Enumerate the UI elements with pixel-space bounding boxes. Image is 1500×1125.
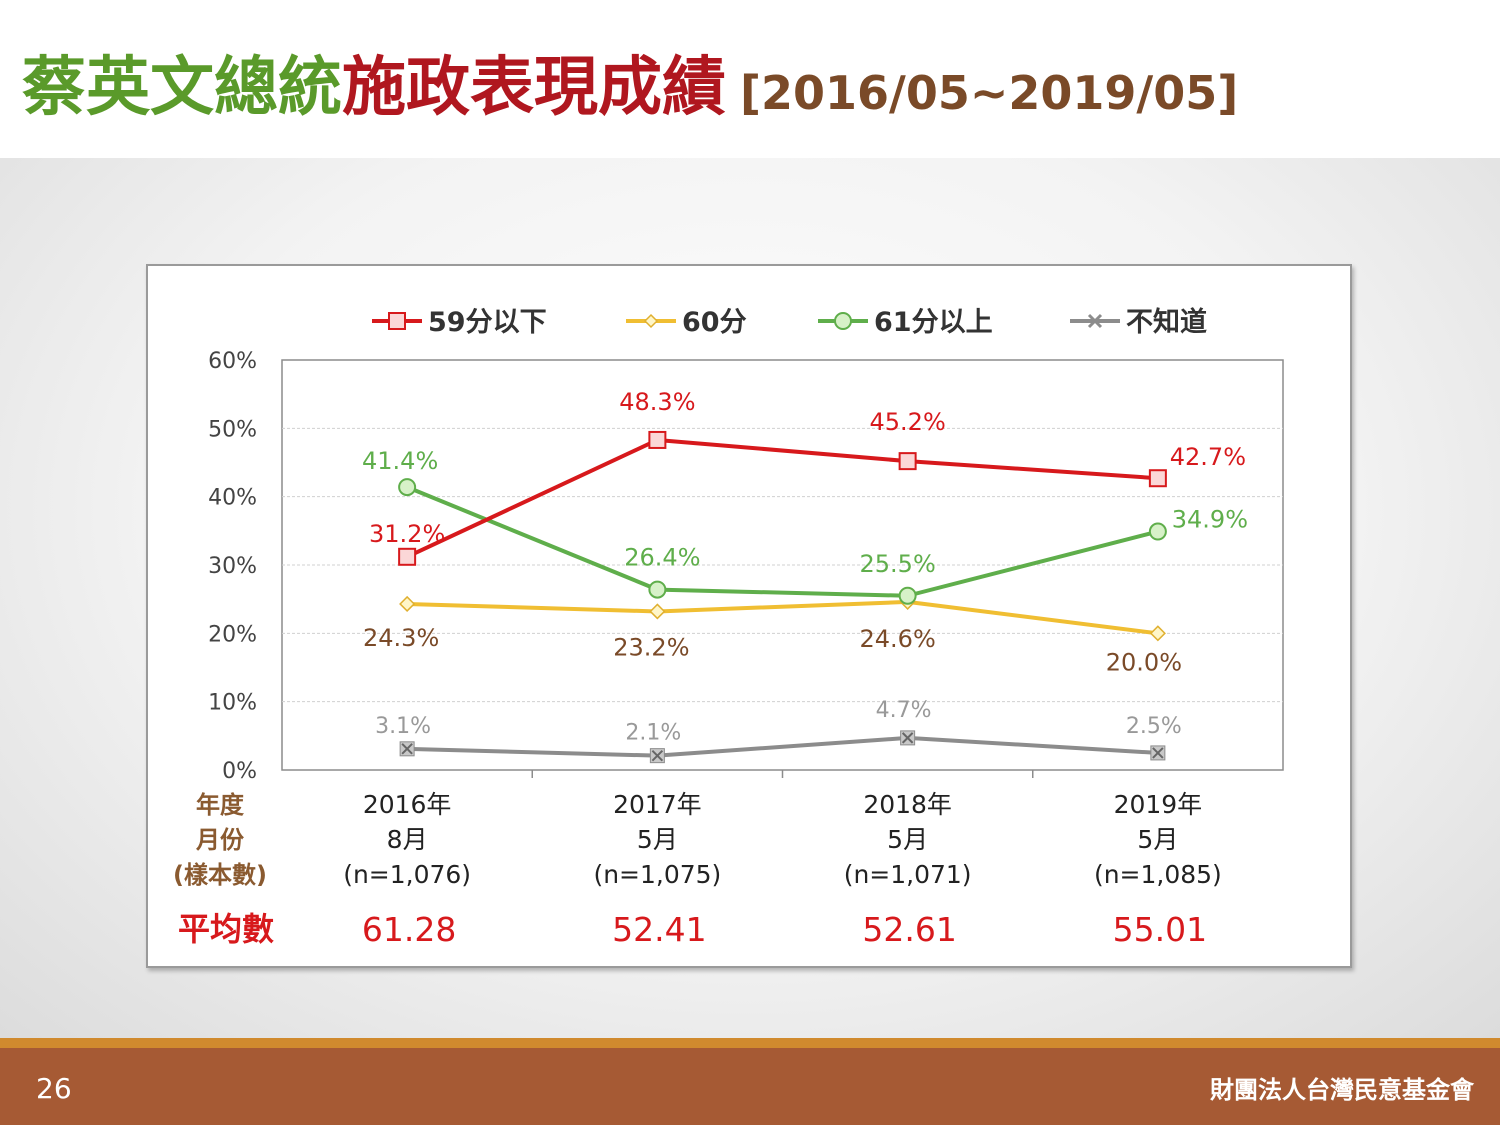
data-label: 20.0% (1106, 648, 1182, 676)
data-label: 45.2% (870, 408, 946, 436)
data-point-circle (1148, 522, 1167, 541)
data-point-diamond (649, 603, 666, 620)
y-tick-label: 10% (208, 691, 257, 716)
legend-marker-circle (834, 312, 852, 330)
footer-accent-line (0, 1038, 1500, 1048)
average-score: 55.01 (1113, 910, 1207, 949)
x-category-month: 5月 (1137, 825, 1178, 854)
title-date-range: [2016/05~2019/05] (740, 66, 1239, 120)
x-category-month: 8月 (387, 825, 428, 854)
data-point-diamond (1149, 625, 1166, 642)
data-point-circle (648, 580, 667, 599)
data-point-square (398, 547, 417, 566)
x-category-month: 5月 (637, 825, 678, 854)
x-category-year: 2019年 (1114, 790, 1203, 819)
x-category-month: 5月 (887, 825, 928, 854)
organization-name: 財團法人台灣民意基金會 (1210, 1076, 1474, 1104)
data-point-square (1148, 469, 1167, 488)
data-label: 26.4% (624, 544, 700, 572)
y-tick-label: 30% (208, 554, 257, 579)
average-score: 52.61 (862, 910, 956, 949)
legend-marker-square (388, 312, 406, 330)
title-president: 蔡英文總統 (22, 51, 342, 125)
title-bar: 蔡英文總統施政表現成績 [2016/05~2019/05] (0, 0, 1500, 158)
series-line-2 (407, 599, 1159, 636)
legend-marker-x (1087, 313, 1103, 329)
data-point-square (648, 430, 667, 449)
data-label: 34.9% (1172, 506, 1248, 534)
y-tick-label: 60% (208, 349, 257, 374)
data-label: 24.3% (363, 624, 439, 652)
average-score: 61.28 (362, 910, 456, 949)
data-point-x-cross (901, 732, 914, 744)
data-point-x-cross (401, 743, 413, 755)
y-tick-label: 0% (222, 759, 257, 784)
data-point-x-cross (1152, 747, 1164, 759)
x-category-sample: (n=1,076) (343, 860, 471, 889)
data-label: 41.4% (362, 447, 438, 475)
legend-label: 60分 (682, 307, 747, 338)
series-line-3 (406, 485, 1159, 598)
average-score: 52.41 (612, 910, 706, 949)
data-label: 31.2% (369, 520, 445, 548)
slide-title: 蔡英文總統施政表現成績 [2016/05~2019/05] (22, 48, 1238, 133)
y-tick-label: 20% (208, 622, 257, 647)
legend-marker-diamond (643, 313, 659, 329)
data-label: 2.5% (1126, 714, 1182, 739)
data-label: 24.6% (860, 625, 936, 653)
data-point-diamond (399, 595, 416, 613)
legend-label: 59分以下 (428, 307, 547, 338)
row-label-sample: (樣本數) (173, 861, 267, 889)
x-category-sample: (n=1,075) (593, 860, 721, 889)
page-number: 26 (36, 1072, 72, 1105)
data-point-circle (898, 586, 917, 605)
series-line-1 (406, 437, 1159, 559)
row-label-average: 平均數 (178, 910, 274, 948)
title-performance: 施政表現成績 (342, 51, 726, 125)
data-label: 2.1% (625, 721, 681, 746)
data-point-circle (398, 478, 417, 497)
x-category-year: 2017年 (613, 790, 702, 819)
data-label: 23.2% (613, 633, 689, 661)
x-category-year: 2016年 (363, 790, 452, 819)
y-tick-label: 50% (208, 417, 257, 442)
data-label: 3.1% (375, 714, 431, 739)
x-category-year: 2018年 (863, 790, 952, 819)
legend-label: 61分以上 (874, 307, 993, 338)
data-label: 48.3% (619, 388, 695, 416)
data-label: 4.7% (876, 698, 932, 723)
x-category-sample: (n=1,071) (844, 860, 972, 889)
data-label: 42.7% (1170, 443, 1246, 471)
row-label-year: 年度 (196, 791, 245, 819)
data-point-x-cross (651, 749, 664, 762)
footer-bar (0, 1048, 1500, 1125)
data-label: 25.5% (860, 550, 936, 578)
data-point-square (898, 452, 917, 471)
y-tick-label: 40% (208, 486, 257, 511)
x-category-sample: (n=1,085) (1094, 860, 1222, 889)
series-line-4 (407, 735, 1158, 758)
legend-label: 不知道 (1126, 306, 1207, 338)
row-label-month: 月份 (195, 826, 245, 854)
